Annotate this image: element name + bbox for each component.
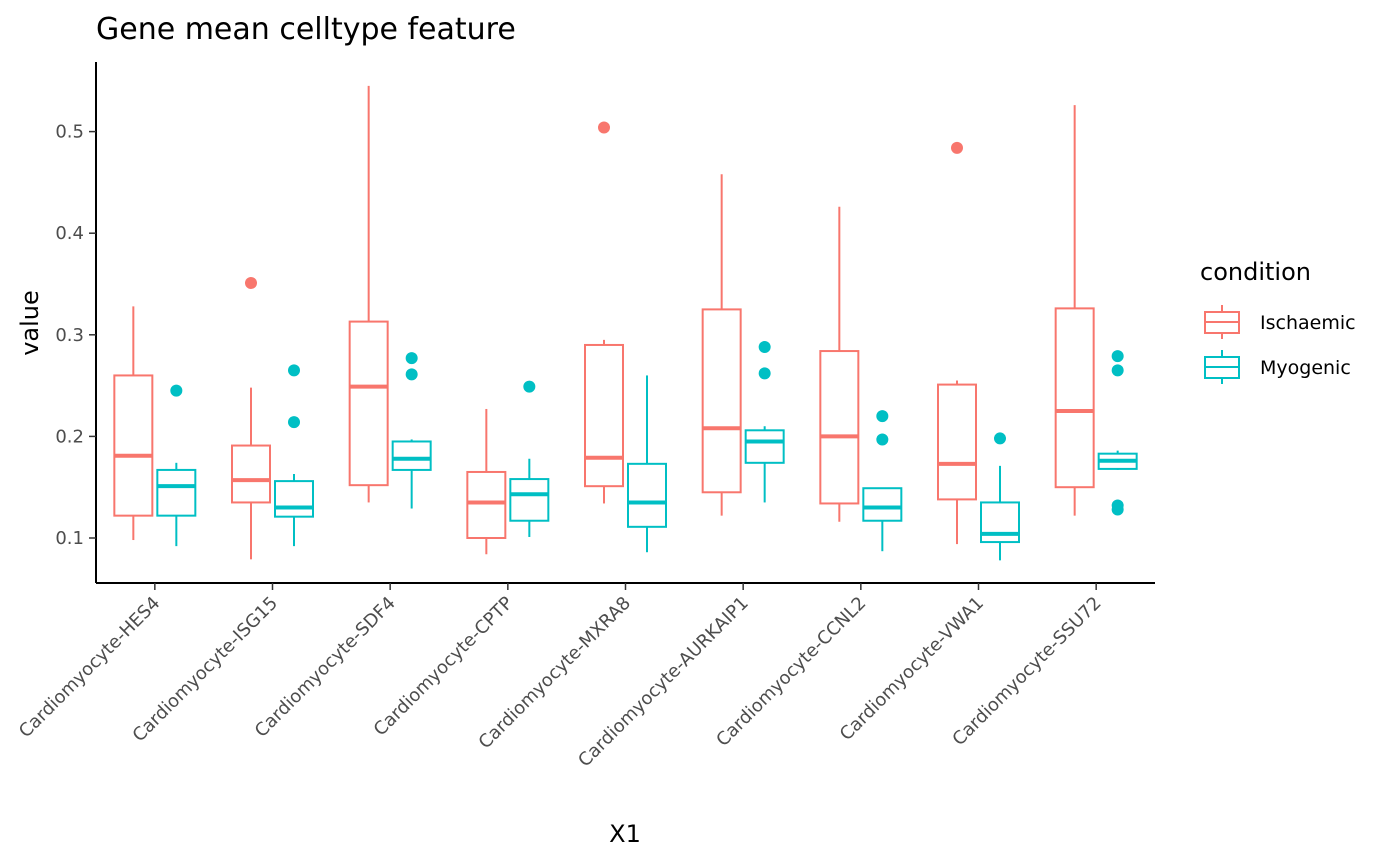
legend: condition Ischaemic Myogenic xyxy=(1200,258,1356,384)
outlier-point xyxy=(1111,364,1124,377)
box-iqr xyxy=(937,383,977,501)
outlier-point xyxy=(405,368,418,381)
box-group-myogenic xyxy=(274,364,314,547)
box-iqr xyxy=(584,343,624,488)
box-group-ischaemic xyxy=(466,408,507,555)
outlier-point xyxy=(288,416,300,429)
box-group-myogenic xyxy=(156,384,197,547)
box-group-ischaemic xyxy=(937,141,977,545)
box-iqr xyxy=(274,480,314,518)
box-iqr xyxy=(819,350,860,505)
outlier-point xyxy=(1111,499,1124,512)
box-group-ischaemic xyxy=(701,174,742,516)
outlier-point xyxy=(523,380,536,393)
x-axis: Cardiomyocyte-HES4Cardiomyocyte-ISG15Car… xyxy=(15,583,1106,771)
box-iqr xyxy=(744,429,785,464)
outlier-point xyxy=(288,364,300,377)
box-iqr xyxy=(862,487,903,522)
outlier-point xyxy=(758,340,771,353)
outlier-point xyxy=(1111,350,1124,363)
x-axis-title: X1 xyxy=(609,820,641,848)
box-group-myogenic xyxy=(862,410,903,552)
legend-title: condition xyxy=(1200,258,1311,286)
box-iqr xyxy=(627,462,667,528)
box-iqr xyxy=(156,468,197,517)
box-group-myogenic xyxy=(980,432,1020,561)
outlier-point xyxy=(170,384,183,397)
y-axis: 0.1 0.2 0.3 0.4 0.5 xyxy=(55,122,96,549)
box-iqr xyxy=(231,444,271,504)
box-group-myogenic xyxy=(627,375,667,553)
outlier-point xyxy=(245,276,257,289)
outlier-point xyxy=(994,432,1006,445)
outlier-point xyxy=(758,367,771,380)
box-iqr xyxy=(348,320,389,487)
legend-item-ischaemic: Ischaemic xyxy=(1204,305,1356,339)
outlier-point xyxy=(598,121,610,134)
plot-area xyxy=(113,85,1138,561)
box-group-myogenic xyxy=(1097,350,1138,516)
box-group-myogenic xyxy=(744,340,785,503)
y-tick-label: 0.2 xyxy=(55,426,84,447)
box-iqr xyxy=(466,470,507,539)
box-iqr xyxy=(1054,307,1095,489)
box-group-ischaemic xyxy=(113,306,154,541)
box-group-myogenic xyxy=(509,380,550,537)
chart-title: Gene mean celltype feature xyxy=(96,12,516,47)
outlier-point xyxy=(951,141,963,154)
box-group-ischaemic xyxy=(348,85,389,503)
outlier-point xyxy=(405,352,418,365)
box-group-ischaemic xyxy=(819,206,860,522)
y-axis-title: value xyxy=(16,290,44,356)
legend-label: Myogenic xyxy=(1260,357,1351,379)
box-iqr xyxy=(980,501,1020,544)
outlier-point xyxy=(876,433,889,446)
box-iqr xyxy=(509,478,550,522)
box-group-myogenic xyxy=(391,352,432,509)
box-iqr xyxy=(113,374,154,517)
box-iqr xyxy=(391,440,432,471)
legend-label: Ischaemic xyxy=(1260,312,1356,334)
box-group-ischaemic xyxy=(584,121,624,504)
box-group-ischaemic xyxy=(231,276,271,560)
outlier-point xyxy=(876,410,889,423)
y-tick-label: 0.1 xyxy=(55,528,84,549)
y-tick-label: 0.5 xyxy=(55,122,84,143)
y-tick-label: 0.4 xyxy=(55,223,84,244)
box-group-ischaemic xyxy=(1054,105,1095,516)
box-iqr xyxy=(701,308,742,494)
legend-item-myogenic: Myogenic xyxy=(1204,350,1351,384)
y-tick-label: 0.3 xyxy=(55,325,84,346)
